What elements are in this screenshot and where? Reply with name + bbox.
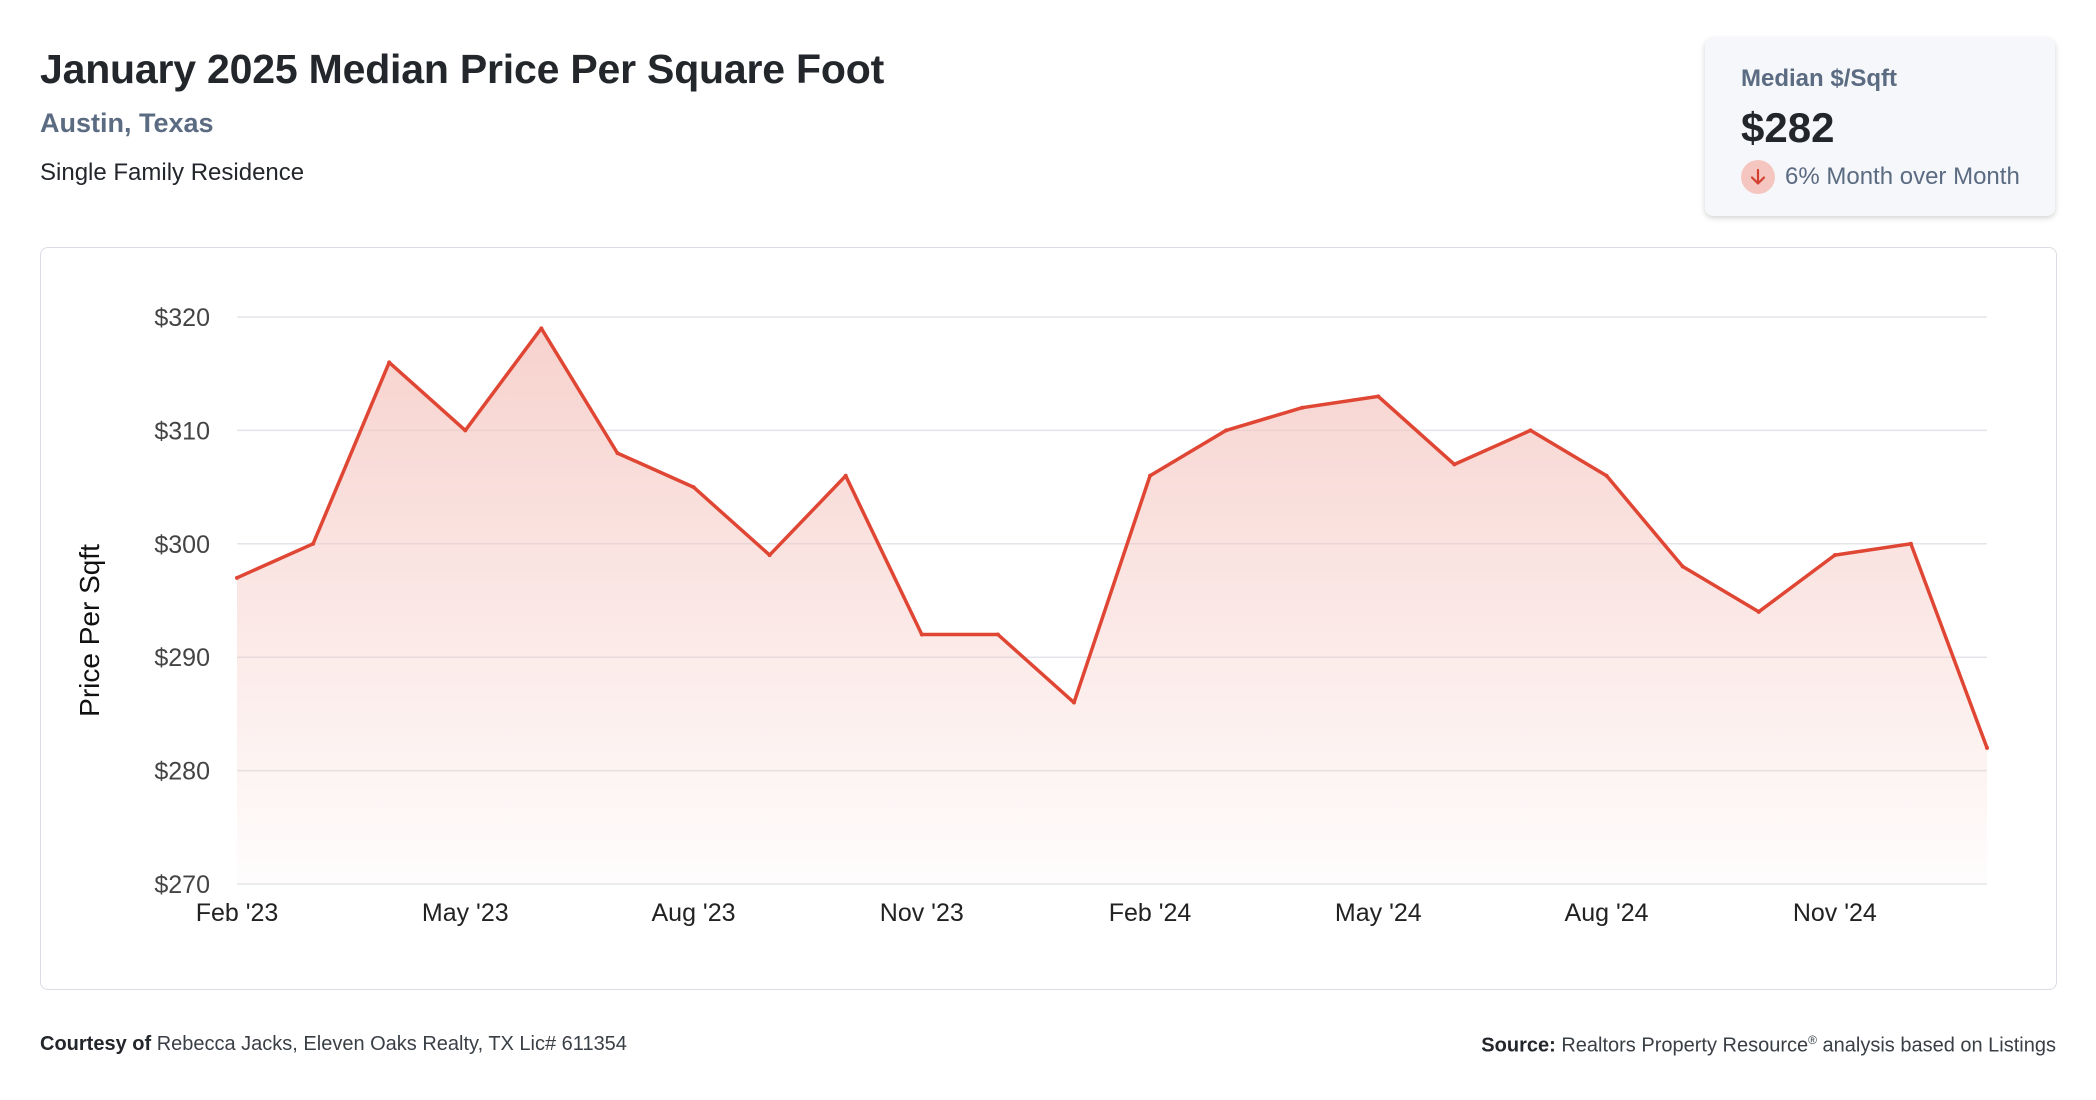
x-axis-ticks: Feb '23 May '23 Aug '23 Nov '23 Feb '24 May '…	[196, 899, 1877, 927]
data-point	[1224, 428, 1229, 433]
x-tick-label: Feb '23	[196, 899, 279, 927]
chart-container: $270 $280 $290 $300 $310 $320 Feb '23 May '23 A…	[40, 247, 2057, 990]
data-point	[1071, 700, 1076, 705]
source-label: Source:	[1481, 1034, 1556, 1057]
data-point	[311, 541, 316, 546]
page-title: January 2025 Median Price Per Square Foo…	[40, 46, 885, 92]
median-stat-card: Median $/Sqft $282 6% Month over Month	[1705, 38, 2055, 216]
data-point	[1452, 462, 1457, 467]
data-point	[235, 575, 239, 580]
y-tick-label: $320	[154, 304, 210, 332]
x-tick-label: Feb '24	[1109, 899, 1192, 927]
series-area	[237, 328, 1987, 884]
data-point	[691, 485, 696, 490]
y-tick-label: $300	[154, 531, 210, 559]
x-tick-label: Aug '23	[652, 899, 736, 927]
y-tick-label: $270	[154, 871, 210, 899]
stat-change: 6% Month over Month	[1741, 160, 2020, 194]
x-tick-label: Aug '24	[1565, 899, 1649, 927]
stat-change-text: 6% Month over Month	[1785, 163, 2020, 190]
data-point	[843, 473, 848, 478]
arrow-down-icon	[1741, 160, 1775, 194]
data-point	[1604, 473, 1609, 478]
data-point	[1985, 745, 1989, 750]
data-point	[1376, 394, 1381, 399]
x-tick-label: Nov '23	[880, 899, 964, 927]
x-tick-label: Nov '24	[1793, 899, 1877, 927]
data-point	[1756, 609, 1761, 614]
data-point	[1908, 541, 1913, 546]
series-line	[235, 326, 1989, 750]
x-tick-label: May '24	[1335, 899, 1422, 927]
data-point	[995, 632, 1000, 637]
data-point	[387, 360, 392, 365]
registered-mark: ®	[1808, 1033, 1817, 1047]
data-point	[919, 632, 924, 637]
property-type-label: Single Family Residence	[40, 159, 305, 186]
y-tick-label: $280	[154, 758, 210, 786]
stat-label: Median $/Sqft	[1741, 65, 1898, 92]
data-point	[767, 553, 772, 558]
data-point	[615, 451, 620, 456]
data-point	[1680, 564, 1685, 569]
source-suffix: analysis based on Listings	[1822, 1034, 2056, 1057]
data-point	[1832, 553, 1837, 558]
data-point	[463, 428, 468, 433]
data-point	[1148, 473, 1153, 478]
stat-value: $282	[1741, 104, 1835, 151]
data-point	[1300, 405, 1305, 410]
y-axis-ticks: $270 $280 $290 $300 $310 $320	[154, 304, 210, 899]
courtesy-text: Rebecca Jacks, Eleven Oaks Realty, TX Li…	[156, 1033, 627, 1055]
source-footer: Source: Realtors Property Resource® anal…	[1481, 1033, 2056, 1058]
source-text: Realtors Property Resource	[1561, 1034, 1809, 1057]
price-per-sqft-chart: $270 $280 $290 $300 $310 $320 Feb '23 May '23 A…	[74, 304, 1989, 927]
data-point	[539, 326, 544, 331]
y-tick-label: $290	[154, 644, 210, 672]
data-point	[1528, 428, 1533, 433]
courtesy-label: Courtesy of	[40, 1033, 152, 1055]
series-points	[235, 326, 1989, 750]
location-label: Austin, Texas	[40, 108, 214, 138]
y-tick-label: $310	[154, 417, 210, 445]
y-axis-label: Price Per Sqft	[74, 544, 105, 717]
courtesy-footer: Courtesy of Rebecca Jacks, Eleven Oaks R…	[40, 1033, 627, 1056]
x-tick-label: May '23	[422, 899, 509, 927]
